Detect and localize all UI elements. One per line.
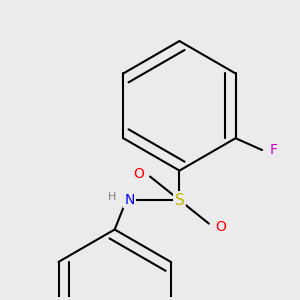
Text: N: N — [124, 193, 135, 207]
Text: F: F — [270, 143, 278, 157]
Text: H: H — [107, 192, 116, 202]
Text: O: O — [133, 167, 144, 181]
Text: O: O — [215, 220, 226, 234]
Text: S: S — [175, 193, 184, 208]
